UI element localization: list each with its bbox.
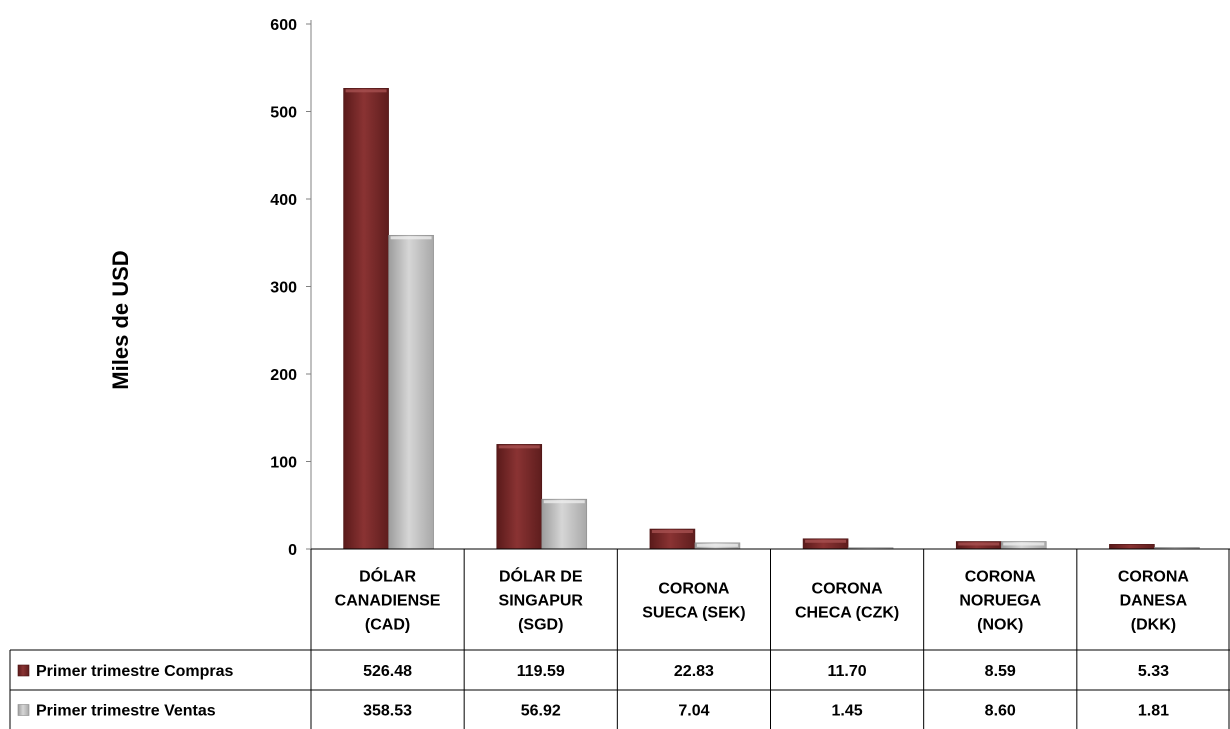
bar-bevel: [345, 89, 387, 93]
category-label-line: CHECA (CZK): [795, 605, 899, 622]
bar-ventas: [541, 498, 588, 550]
bar-bevel: [958, 542, 1000, 546]
category-label: CORONA NORUEGA (NOK): [959, 569, 1041, 634]
category-label-line: DÓLAR DE: [499, 567, 583, 586]
series-label: Primer trimestre Ventas: [36, 703, 216, 720]
data-cell: 5.33: [1138, 663, 1169, 680]
category-label-line: (CAD): [365, 617, 410, 634]
data-cell: 8.60: [985, 703, 1016, 720]
bar-bevel: [498, 445, 540, 449]
data-cell: 119.59: [517, 663, 565, 680]
data-cell: 7.04: [678, 703, 709, 720]
legend-key-ventas: [17, 704, 30, 716]
y-tick-label: 200: [270, 367, 297, 384]
category-label: DÓLAR CANADIENSE (CAD): [335, 567, 441, 634]
y-tick-label: 500: [270, 105, 297, 122]
category-label: DÓLAR DE SINGAPUR (SGD): [499, 567, 584, 634]
y-tick-label: 600: [270, 17, 297, 34]
bar-bevel: [543, 500, 585, 504]
bar-bevel: [696, 543, 738, 547]
data-cell: 8.59: [985, 663, 1016, 680]
y-tick-label: 400: [270, 192, 297, 209]
data-cell: 11.70: [828, 663, 867, 680]
y-tick-label: 0: [288, 542, 297, 559]
bar-ventas: [388, 234, 434, 550]
category-label-line: (SGD): [518, 617, 563, 634]
category-label: CORONA DANESA (DKK): [1118, 569, 1190, 634]
category-label: CORONA CHECA (CZK): [795, 581, 899, 622]
category-label: CORONA SUECA (SEK): [642, 581, 745, 622]
category-label-line: SUECA (SEK): [642, 605, 745, 622]
y-tick-label: 100: [270, 455, 297, 472]
data-cell: 1.81: [1138, 703, 1169, 720]
bar-bevel: [805, 539, 847, 543]
y-axis-title: Miles de USD: [108, 250, 133, 389]
category-label-line: DÓLAR: [359, 567, 416, 586]
bar-bevel: [651, 530, 693, 534]
bar-compras: [496, 444, 543, 550]
y-tick-label: 300: [270, 280, 297, 297]
bar-bevel: [390, 236, 432, 240]
category-label-line: (NOK): [977, 617, 1023, 634]
data-cell: 56.92: [521, 703, 561, 720]
category-label-line: CORONA: [1118, 569, 1190, 586]
data-cell: 526.48: [363, 663, 412, 680]
category-label-line: CORONA: [658, 581, 730, 598]
bar-bevel: [1003, 542, 1045, 546]
series-label: Primer trimestre Compras: [36, 663, 234, 680]
category-label-line: SINGAPUR: [499, 593, 584, 610]
category-label-line: (DKK): [1131, 617, 1176, 634]
legend-key-compras: [17, 664, 30, 677]
data-cell: 1.45: [832, 703, 863, 720]
category-label-line: CORONA: [812, 581, 884, 598]
category-label-line: CORONA: [965, 569, 1037, 586]
bar-compras: [343, 88, 389, 550]
bar-compras: [1109, 544, 1155, 550]
category-label-line: NORUEGA: [959, 593, 1041, 610]
data-cell: 22.83: [674, 663, 714, 680]
category-label-line: DANESA: [1120, 593, 1188, 610]
category-label-line: CANADIENSE: [335, 593, 441, 610]
data-cell: 358.53: [363, 703, 412, 720]
